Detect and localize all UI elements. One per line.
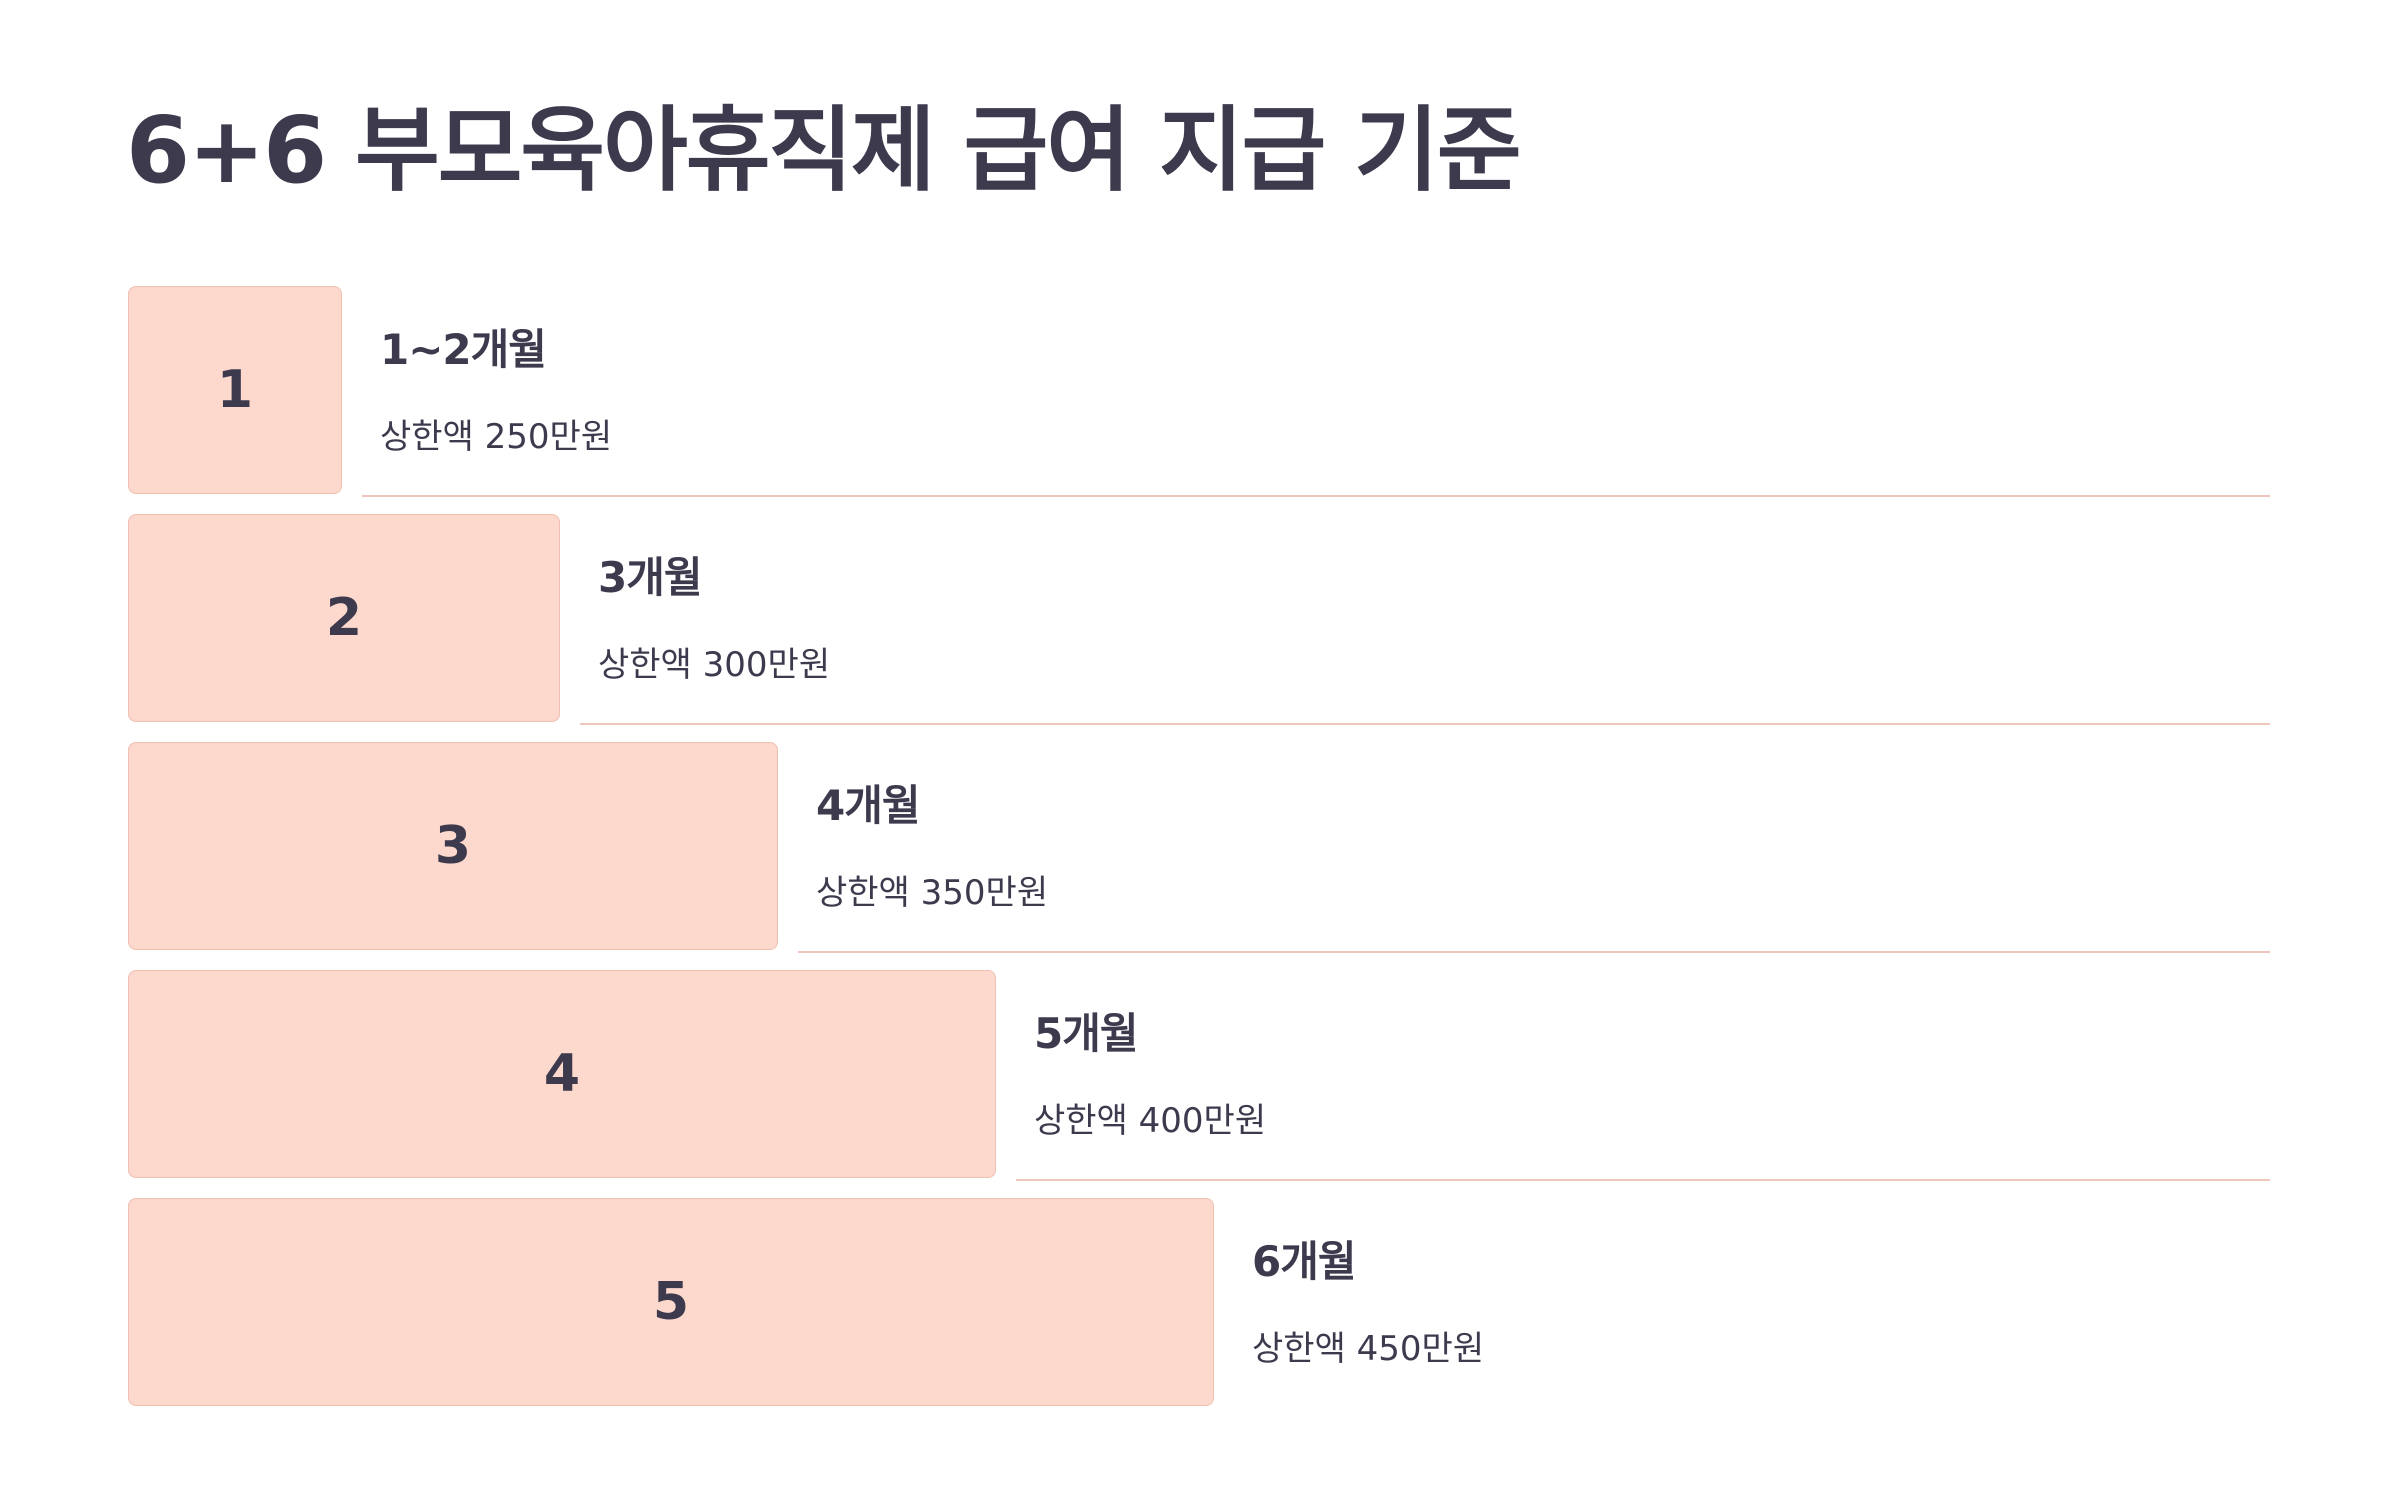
step-number: 1 <box>216 360 254 420</box>
step-item-2: 2 3개월 상한액 300만원 <box>0 514 2400 725</box>
step-number: 3 <box>434 816 472 876</box>
step-text-4: 5개월 상한액 400만원 <box>1034 1000 1266 1142</box>
step-item-1: 1 1~2개월 상한액 250만원 <box>0 286 2400 497</box>
step-box-2: 2 <box>128 514 560 722</box>
step-amount: 상한액 250만원 <box>380 417 613 457</box>
step-period: 4개월 <box>816 781 921 830</box>
step-amount: 상한액 300만원 <box>598 645 831 685</box>
step-period: 5개월 <box>1034 1009 1139 1058</box>
step-box-4: 4 <box>128 970 996 1178</box>
step-number: 4 <box>543 1044 581 1104</box>
step-box-1: 1 <box>128 286 342 494</box>
page-title: 6+6 부모육아휴직제 급여 지급 기준 <box>126 97 1522 204</box>
step-item-3: 3 4개월 상한액 350만원 <box>0 742 2400 953</box>
step-text-5: 6개월 상한액 450만원 <box>1252 1228 1484 1370</box>
step-divider <box>1016 1179 2270 1181</box>
step-item-4: 4 5개월 상한액 400만원 <box>0 970 2400 1181</box>
step-text-2: 3개월 상한액 300만원 <box>598 544 830 686</box>
step-box-3: 3 <box>128 742 778 950</box>
step-amount: 상한액 400만원 <box>1034 1101 1267 1141</box>
step-item-5: 5 6개월 상한액 450만원 <box>0 1198 2400 1408</box>
step-number: 5 <box>652 1272 690 1332</box>
step-text-1: 1~2개월 상한액 250만원 <box>380 316 612 458</box>
step-box-5: 5 <box>128 1198 1214 1406</box>
step-divider <box>580 723 2270 725</box>
step-amount: 상한액 450만원 <box>1252 1329 1485 1369</box>
step-amount: 상한액 350만원 <box>816 873 1049 913</box>
step-period: 1~2개월 <box>380 325 547 374</box>
step-divider <box>798 951 2270 953</box>
step-period: 6개월 <box>1252 1237 1357 1286</box>
step-period: 3개월 <box>598 553 703 602</box>
step-number: 2 <box>325 588 363 648</box>
step-text-3: 4개월 상한액 350만원 <box>816 772 1048 914</box>
step-divider <box>362 495 2270 497</box>
